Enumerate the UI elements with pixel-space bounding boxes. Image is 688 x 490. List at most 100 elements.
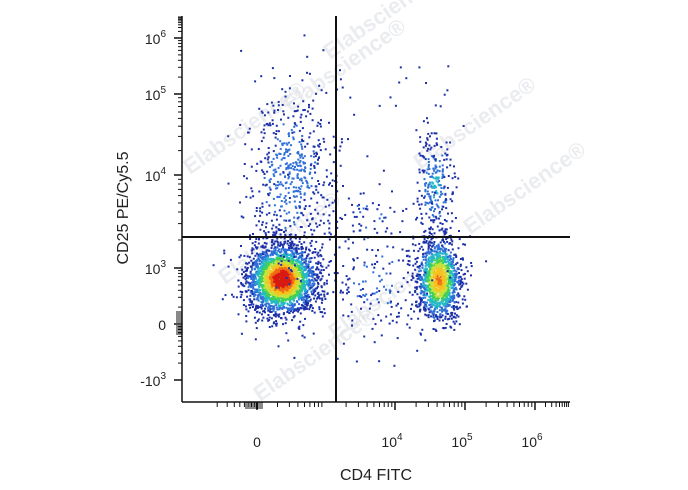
event-dot: [283, 274, 286, 277]
event-dot: [439, 276, 442, 279]
event-dot: [349, 96, 352, 99]
event-dot: [346, 278, 349, 281]
event-dot: [285, 283, 288, 285]
event-dot: [436, 311, 439, 313]
event-dot: [288, 261, 291, 264]
event-dot: [252, 248, 255, 251]
event-dot: [342, 342, 345, 345]
event-dot: [260, 307, 263, 310]
event-dot: [423, 169, 426, 172]
event-dot: [311, 251, 314, 254]
event-dot: [322, 258, 325, 261]
event-dot: [256, 307, 259, 309]
event-dot: [415, 304, 418, 307]
event-dot: [296, 274, 299, 277]
event-dot: [285, 181, 288, 184]
event-dot: [307, 263, 310, 266]
event-dot: [439, 215, 442, 218]
event-dot: [293, 125, 296, 128]
event-dot: [438, 229, 441, 232]
event-dot: [332, 291, 335, 294]
event-dot: [269, 305, 272, 307]
event-dot: [449, 315, 452, 318]
event-dot: [275, 187, 278, 190]
event-dot: [439, 256, 442, 259]
event-dot: [286, 279, 289, 282]
event-dot: [323, 181, 326, 184]
event-dot: [459, 258, 462, 260]
event-dot: [444, 307, 447, 310]
event-dot: [310, 257, 313, 260]
event-dot: [298, 325, 301, 328]
event-dot: [453, 165, 455, 168]
event-dot: [308, 278, 311, 281]
event-dot: [389, 96, 392, 99]
event-dot: [371, 249, 374, 251]
event-dot: [418, 265, 421, 267]
event-dot: [299, 178, 301, 181]
event-dot: [282, 280, 284, 283]
event-dot: [456, 294, 459, 297]
event-dot: [328, 204, 331, 207]
event-dot: [312, 291, 315, 294]
event-dot: [292, 296, 295, 299]
event-dot: [287, 167, 290, 170]
event-dot: [279, 251, 282, 254]
event-dot: [269, 297, 272, 300]
event-dot: [452, 320, 455, 323]
event-dot: [437, 305, 440, 308]
event-dot: [388, 262, 391, 265]
event-dot: [261, 257, 263, 260]
event-dot: [273, 204, 276, 207]
event-dot: [308, 270, 311, 273]
event-dot: [284, 175, 287, 178]
event-dot: [440, 275, 443, 277]
event-dot: [265, 201, 268, 204]
event-dot: [429, 195, 432, 198]
event-dot: [290, 283, 293, 285]
event-dot: [294, 282, 297, 285]
event-dot: [427, 314, 430, 317]
event-dot: [457, 276, 460, 279]
event-dot: [277, 298, 280, 301]
event-dot: [436, 298, 439, 301]
event-dot: [290, 307, 293, 309]
event-dot: [265, 222, 268, 225]
event-dot: [269, 275, 272, 278]
event-dot: [275, 313, 278, 316]
event-dot: [256, 280, 259, 283]
event-dot: [312, 289, 315, 292]
event-dot: [280, 118, 282, 121]
event-dot: [443, 299, 446, 301]
event-dot: [436, 274, 439, 277]
event-dot: [431, 254, 434, 257]
event-dot: [423, 178, 426, 181]
event-dot: [297, 257, 300, 260]
event-dot: [247, 289, 250, 292]
event-dot: [458, 272, 460, 274]
event-dot: [436, 245, 439, 248]
event-dot: [433, 296, 436, 299]
event-dot: [279, 215, 282, 218]
event-dot: [436, 279, 439, 282]
event-dot: [260, 301, 263, 304]
event-dot: [427, 316, 430, 319]
event-dot: [429, 299, 432, 302]
event-dot: [446, 153, 449, 156]
event-dot: [438, 315, 441, 318]
event-dot: [428, 144, 431, 147]
event-dot: [433, 273, 436, 276]
event-dot: [250, 303, 253, 306]
event-dot: [435, 137, 438, 140]
event-dot: [277, 314, 280, 317]
event-dot: [306, 181, 308, 184]
event-dot: [309, 164, 312, 167]
event-dot: [251, 290, 253, 293]
event-dot: [265, 242, 268, 245]
event-dot: [430, 276, 433, 279]
event-dot: [386, 227, 389, 230]
event-dot: [441, 267, 443, 270]
event-dot: [421, 256, 424, 258]
event-dot: [272, 295, 275, 298]
event-dot: [249, 306, 252, 309]
